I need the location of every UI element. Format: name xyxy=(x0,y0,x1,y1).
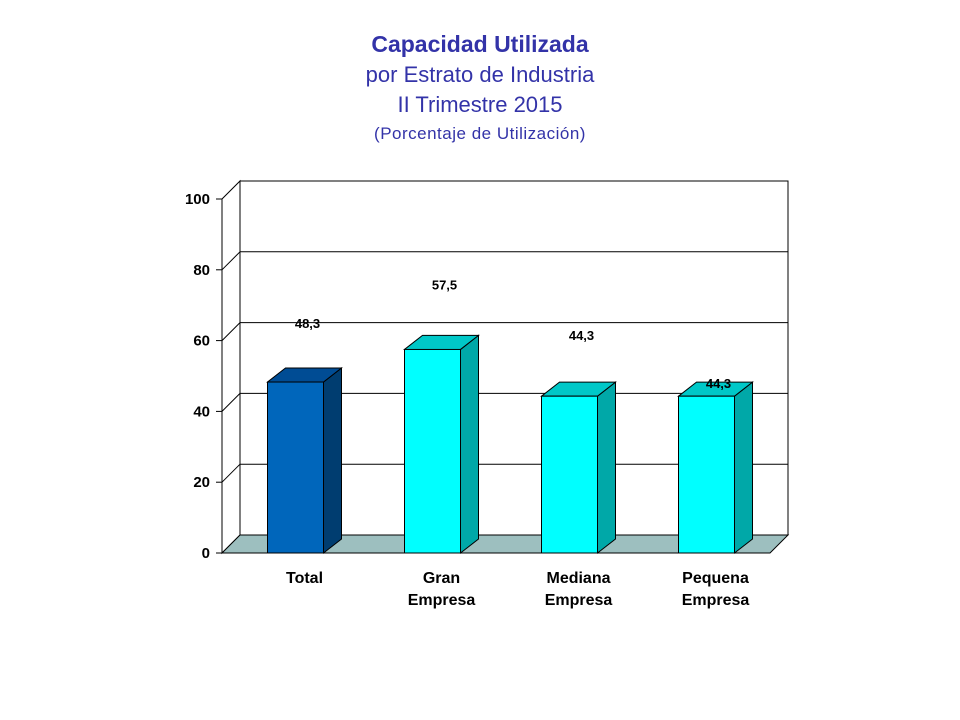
gridline-side xyxy=(221,322,241,341)
bar-side xyxy=(460,334,479,555)
chart-subtitle-unit: (Porcentaje de Utilización) xyxy=(374,124,586,143)
bar xyxy=(678,395,735,554)
chart-subtitle-period: II Trimestre 2015 xyxy=(397,92,563,117)
x-category-label: Empresa xyxy=(408,592,476,609)
x-category-label: Total xyxy=(286,570,323,587)
chart-title: Capacidad Utilizada xyxy=(371,31,589,57)
y-tick-label: 100 xyxy=(185,191,210,208)
gridline-side xyxy=(221,251,241,271)
bar xyxy=(404,348,461,554)
bar xyxy=(267,381,324,554)
y-tick-label: 80 xyxy=(193,262,210,279)
bar xyxy=(541,395,598,554)
x-category-label: Empresa xyxy=(545,592,613,609)
chart-title-block: Capacidad Utilizada por Estrato de Indus… xyxy=(0,28,960,148)
x-category-label: Mediana xyxy=(546,570,610,587)
bar-side xyxy=(323,366,342,555)
data-label: 44,3 xyxy=(569,328,594,343)
y-tick-label: 60 xyxy=(193,333,210,350)
bar-side xyxy=(734,381,753,555)
chart-subtitle-stratum: por Estrato de Industria xyxy=(365,62,595,87)
bar-side xyxy=(597,381,616,555)
data-label: 57,5 xyxy=(432,277,457,292)
y-tick-label: 40 xyxy=(193,403,210,420)
gridline-side xyxy=(221,463,241,483)
x-category-label: Empresa xyxy=(682,592,750,609)
y-tick-label: 0 xyxy=(202,545,210,562)
plot-side-wall xyxy=(221,179,241,555)
x-category-label: Pequena xyxy=(682,570,749,587)
gridline-side xyxy=(221,393,241,412)
data-label: 44,3 xyxy=(706,376,731,391)
data-label: 48,3 xyxy=(295,316,320,331)
x-category-label: Gran xyxy=(423,570,460,587)
y-tick-label: 20 xyxy=(193,474,210,491)
